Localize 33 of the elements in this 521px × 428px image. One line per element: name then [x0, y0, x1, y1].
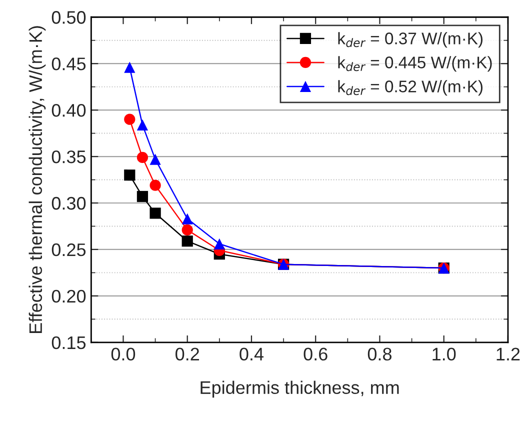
y-tick-label: 0.40 [52, 104, 86, 117]
x-tick-label: 0.4 [240, 348, 264, 361]
point [136, 152, 148, 164]
point [182, 224, 193, 236]
y-tick-label: 0.25 [52, 243, 86, 256]
x-tick-label: 0.6 [304, 348, 328, 361]
point [182, 213, 193, 224]
x-tick-label: 1.2 [496, 348, 520, 360]
point [150, 180, 161, 191]
y-axis-title: Effective thermal conductivity, W/(m·K) [28, 26, 46, 333]
point [150, 154, 161, 165]
legend-label: k$_{der}$ = 0.52 W/(m·K) [338, 80, 483, 96]
point [136, 190, 148, 202]
x-tick-label: 1.0 [432, 348, 456, 361]
x-axis-title: Epidermis thickness, mm [200, 380, 399, 398]
y-tick-label: 0.35 [52, 150, 86, 164]
y-tick-label: 0.45 [52, 58, 86, 70]
x-tick-label: 0.8 [368, 348, 392, 361]
point [214, 238, 225, 250]
point [136, 119, 148, 130]
y-tick-label: 0.30 [52, 196, 86, 210]
legend-label: k$_{der}$ = 0.37 W/(m·K) [338, 32, 483, 48]
x-tick-label: 0.0 [111, 348, 136, 361]
point [150, 208, 161, 219]
y-tick-label: 0.50 [52, 11, 86, 24]
point [124, 114, 136, 125]
x-tick-label: 0.2 [176, 348, 200, 361]
y-tick-label: 0.15 [52, 336, 86, 350]
legend-label: k$_{der}$ = 0.445 W/(m·K) [338, 56, 492, 72]
point [124, 170, 136, 181]
y-tick-label: 0.20 [52, 290, 86, 303]
point [182, 236, 193, 247]
point [124, 62, 136, 73]
